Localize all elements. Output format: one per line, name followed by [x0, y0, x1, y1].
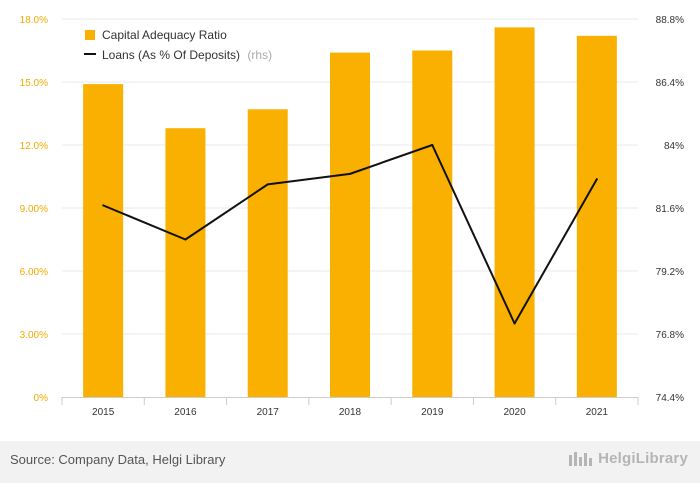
x-tick-label: 2017	[257, 407, 280, 418]
bar-2017	[247, 109, 288, 398]
x-tick-label: 2015	[92, 407, 115, 418]
bar-2018	[330, 52, 370, 397]
chart: 2015 2016 2017 2018 2019 2020 2021 0% 3.00% 6.00…	[20, 15, 684, 418]
footer: Source: Company Data, Helgi Library Helg…	[0, 441, 700, 483]
bar-2021	[576, 35, 617, 398]
left-tick-label: 9.00%	[20, 204, 48, 215]
right-tick-label: 76.8%	[656, 330, 684, 341]
x-tick-label: 2021	[586, 407, 609, 418]
right-tick-label: 81.6%	[656, 204, 684, 215]
left-tick-label: 0%	[34, 393, 49, 404]
legend-label-bar: Capital Adequacy Ratio	[102, 28, 227, 42]
x-tick-label: 2019	[421, 407, 444, 418]
x-tick-label: 2016	[174, 407, 197, 418]
bar-2019	[412, 50, 453, 397]
left-tick-label: 6.00%	[20, 267, 48, 278]
brand-name: HelgiLibrary	[598, 449, 688, 467]
bar-2020	[494, 27, 535, 398]
left-tick-label: 15.0%	[20, 78, 48, 89]
legend-rhs-note: (rhs)	[247, 48, 272, 62]
bar-2016	[165, 128, 206, 397]
brand-logo: HelgiLibrary	[568, 449, 688, 467]
left-tick-label: 12.0%	[20, 141, 48, 152]
line-series	[102, 144, 598, 325]
bar-2015	[83, 84, 124, 397]
bar-series	[83, 27, 617, 398]
line-point-2019	[431, 144, 434, 146]
x-tick-label: 2018	[339, 407, 362, 418]
line-point-2020	[513, 322, 516, 325]
left-tick-label: 18.0%	[20, 15, 48, 26]
x-axis: 2015 2016 2017 2018 2019 2020 2021	[61, 397, 639, 418]
line-point-2021	[595, 178, 598, 181]
legend-swatch-bar	[85, 30, 95, 40]
right-tick-label: 74.4%	[656, 393, 684, 404]
left-tick-label: 3.00%	[20, 330, 48, 341]
right-y-axis: 74.4% 76.8% 79.2% 81.6% 84% 86.4% 88.8%	[656, 15, 684, 404]
svg-text:Loans (As % Of Deposits): Loans (As % Of Deposits) (rhs)	[102, 48, 272, 62]
line-point-2018	[349, 172, 351, 175]
line-point-2017	[266, 183, 269, 186]
right-tick-label: 88.8%	[656, 15, 684, 26]
right-tick-label: 84%	[664, 141, 684, 152]
left-y-axis: 0% 3.00% 6.00% 9.00% 12.0% 15.0% 18.0%	[20, 15, 48, 404]
x-tick-label: 2020	[503, 407, 526, 418]
right-tick-label: 79.2%	[656, 267, 684, 278]
library-buildings-icon	[569, 452, 593, 466]
source-note: Source: Company Data, Helgi Library	[10, 452, 226, 467]
line-point-2015	[102, 204, 105, 207]
legend: Capital Adequacy Ratio Loans (As % Of De…	[84, 28, 272, 62]
line-point-2016	[184, 238, 187, 241]
right-tick-label: 86.4%	[656, 78, 684, 89]
legend-label-line: Loans (As % Of Deposits)	[102, 48, 240, 62]
